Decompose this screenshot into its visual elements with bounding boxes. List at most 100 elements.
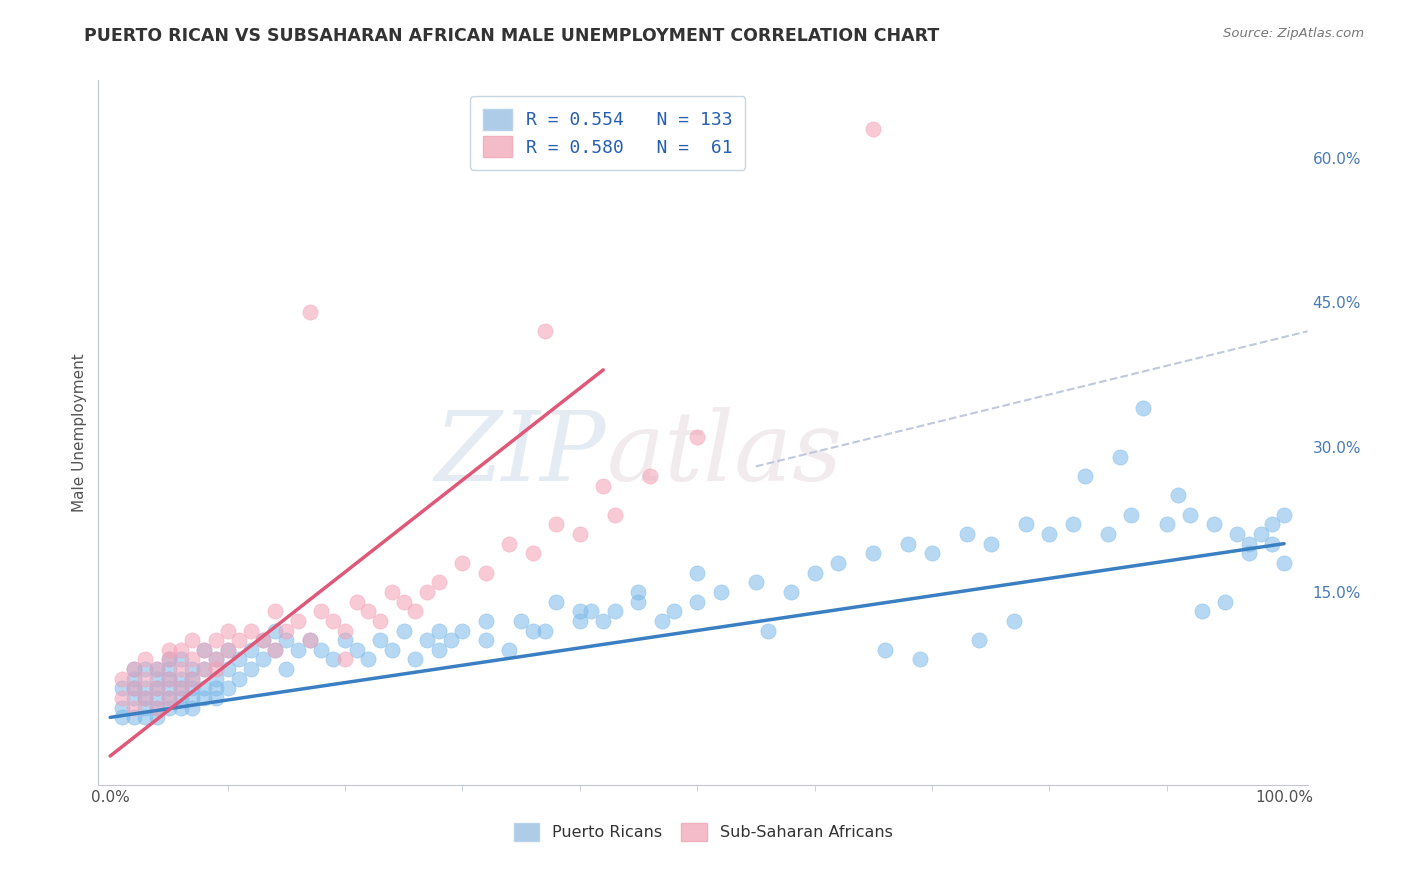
Point: [204, 652, 226, 666]
Point: [756, 624, 779, 638]
Point: [146, 710, 169, 724]
Point: [204, 672, 226, 686]
Point: [368, 633, 391, 648]
Point: [427, 624, 450, 638]
Point: [603, 604, 626, 618]
Point: [157, 691, 180, 706]
Point: [439, 633, 461, 648]
Point: [1272, 508, 1295, 522]
Point: [240, 642, 263, 657]
Text: Source: ZipAtlas.com: Source: ZipAtlas.com: [1223, 27, 1364, 40]
Point: [146, 691, 169, 706]
Point: [193, 681, 215, 696]
Point: [134, 681, 156, 696]
Point: [475, 614, 498, 628]
Point: [157, 662, 180, 676]
Point: [111, 672, 134, 686]
Text: ZIP: ZIP: [434, 407, 606, 500]
Point: [240, 624, 263, 638]
Point: [134, 700, 156, 714]
Point: [498, 642, 520, 657]
Point: [228, 652, 250, 666]
Point: [240, 662, 263, 676]
Point: [122, 672, 145, 686]
Point: [1038, 527, 1060, 541]
Point: [1226, 527, 1249, 541]
Point: [627, 585, 650, 599]
Point: [827, 556, 849, 570]
Point: [1261, 517, 1284, 532]
Point: [157, 642, 180, 657]
Point: [1180, 508, 1202, 522]
Point: [322, 652, 344, 666]
Text: atlas: atlas: [606, 407, 842, 500]
Point: [276, 662, 298, 676]
Point: [581, 604, 603, 618]
Point: [204, 681, 226, 696]
Point: [546, 594, 568, 608]
Point: [1121, 508, 1143, 522]
Point: [287, 642, 309, 657]
Point: [427, 642, 450, 657]
Point: [1202, 517, 1225, 532]
Point: [157, 700, 180, 714]
Point: [122, 700, 145, 714]
Point: [1073, 469, 1095, 483]
Point: [780, 585, 803, 599]
Point: [357, 652, 380, 666]
Point: [181, 672, 204, 686]
Point: [134, 710, 156, 724]
Y-axis label: Male Unemployment: Male Unemployment: [72, 353, 87, 512]
Point: [146, 662, 169, 676]
Point: [1097, 527, 1119, 541]
Point: [157, 672, 180, 686]
Point: [451, 556, 474, 570]
Point: [873, 642, 896, 657]
Point: [193, 662, 215, 676]
Point: [204, 633, 226, 648]
Point: [333, 633, 356, 648]
Point: [592, 479, 614, 493]
Point: [967, 633, 990, 648]
Point: [146, 662, 169, 676]
Point: [498, 536, 520, 550]
Point: [252, 633, 274, 648]
Point: [146, 681, 169, 696]
Point: [276, 624, 298, 638]
Point: [311, 604, 333, 618]
Point: [122, 662, 145, 676]
Point: [333, 652, 356, 666]
Point: [157, 652, 180, 666]
Point: [204, 652, 226, 666]
Point: [1108, 450, 1130, 464]
Point: [181, 633, 204, 648]
Point: [1132, 401, 1154, 416]
Point: [111, 700, 134, 714]
Point: [1156, 517, 1178, 532]
Point: [287, 614, 309, 628]
Point: [416, 633, 439, 648]
Point: [427, 575, 450, 590]
Point: [1002, 614, 1025, 628]
Point: [157, 672, 180, 686]
Point: [134, 662, 156, 676]
Point: [122, 662, 145, 676]
Point: [252, 633, 274, 648]
Point: [263, 642, 285, 657]
Point: [638, 469, 661, 483]
Point: [169, 672, 191, 686]
Point: [146, 700, 169, 714]
Point: [181, 700, 204, 714]
Point: [157, 652, 180, 666]
Point: [322, 614, 344, 628]
Point: [710, 585, 733, 599]
Point: [1167, 488, 1189, 502]
Point: [134, 691, 156, 706]
Point: [346, 642, 368, 657]
Point: [416, 585, 439, 599]
Point: [217, 662, 239, 676]
Point: [1191, 604, 1213, 618]
Point: [193, 642, 215, 657]
Point: [1062, 517, 1084, 532]
Point: [1272, 556, 1295, 570]
